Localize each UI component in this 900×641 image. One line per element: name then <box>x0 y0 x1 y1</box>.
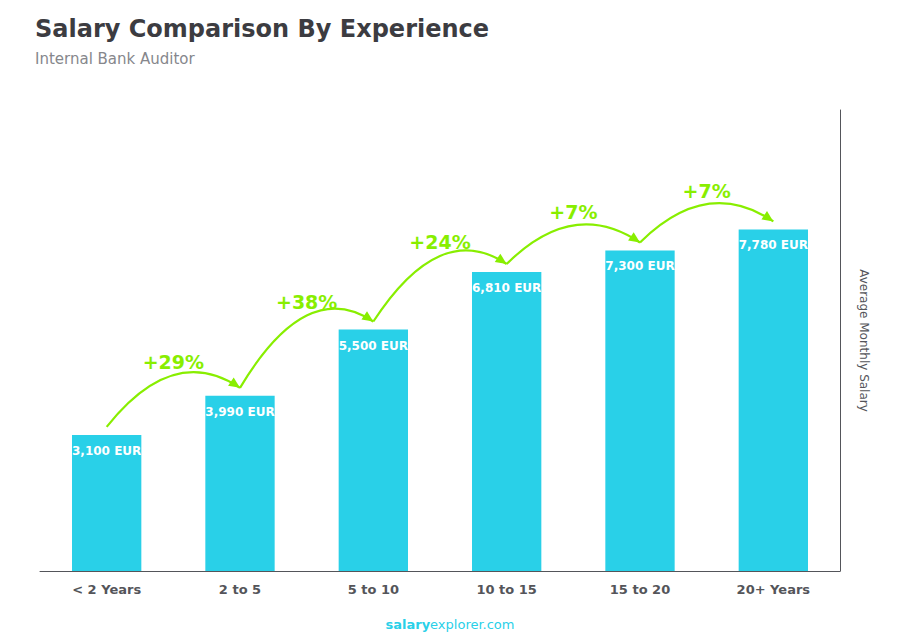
svg-text:Internal Bank Auditor: Internal Bank Auditor <box>35 50 196 68</box>
svg-text:7,300 EUR: 7,300 EUR <box>605 259 674 273</box>
svg-text:3,100 EUR: 3,100 EUR <box>72 444 141 458</box>
svg-text:+38%: +38% <box>276 291 337 313</box>
svg-text:3,990 EUR: 3,990 EUR <box>205 405 274 419</box>
svg-text:5,500 EUR: 5,500 EUR <box>339 339 408 353</box>
svg-text:Average Monthly Salary: Average Monthly Salary <box>857 269 871 412</box>
svg-text:< 2 Years: < 2 Years <box>72 582 141 597</box>
svg-text:+7%: +7% <box>549 201 597 223</box>
svg-text:7,780 EUR: 7,780 EUR <box>739 238 808 252</box>
svg-text:explorer.com: explorer.com <box>430 617 514 632</box>
svg-text:6,810 EUR: 6,810 EUR <box>472 281 541 295</box>
svg-text:Salary Comparison By Experienc: Salary Comparison By Experience <box>35 15 489 43</box>
svg-text:15 to 20: 15 to 20 <box>610 582 670 597</box>
svg-text:+7%: +7% <box>683 180 731 202</box>
svg-text:salary: salary <box>385 617 430 632</box>
svg-text:20+ Years: 20+ Years <box>737 582 811 597</box>
svg-text:10 to 15: 10 to 15 <box>476 582 536 597</box>
svg-text:+24%: +24% <box>409 231 470 253</box>
svg-text:2 to 5: 2 to 5 <box>219 582 261 597</box>
svg-text:5 to 10: 5 to 10 <box>348 582 399 597</box>
svg-text:+29%: +29% <box>143 351 204 373</box>
